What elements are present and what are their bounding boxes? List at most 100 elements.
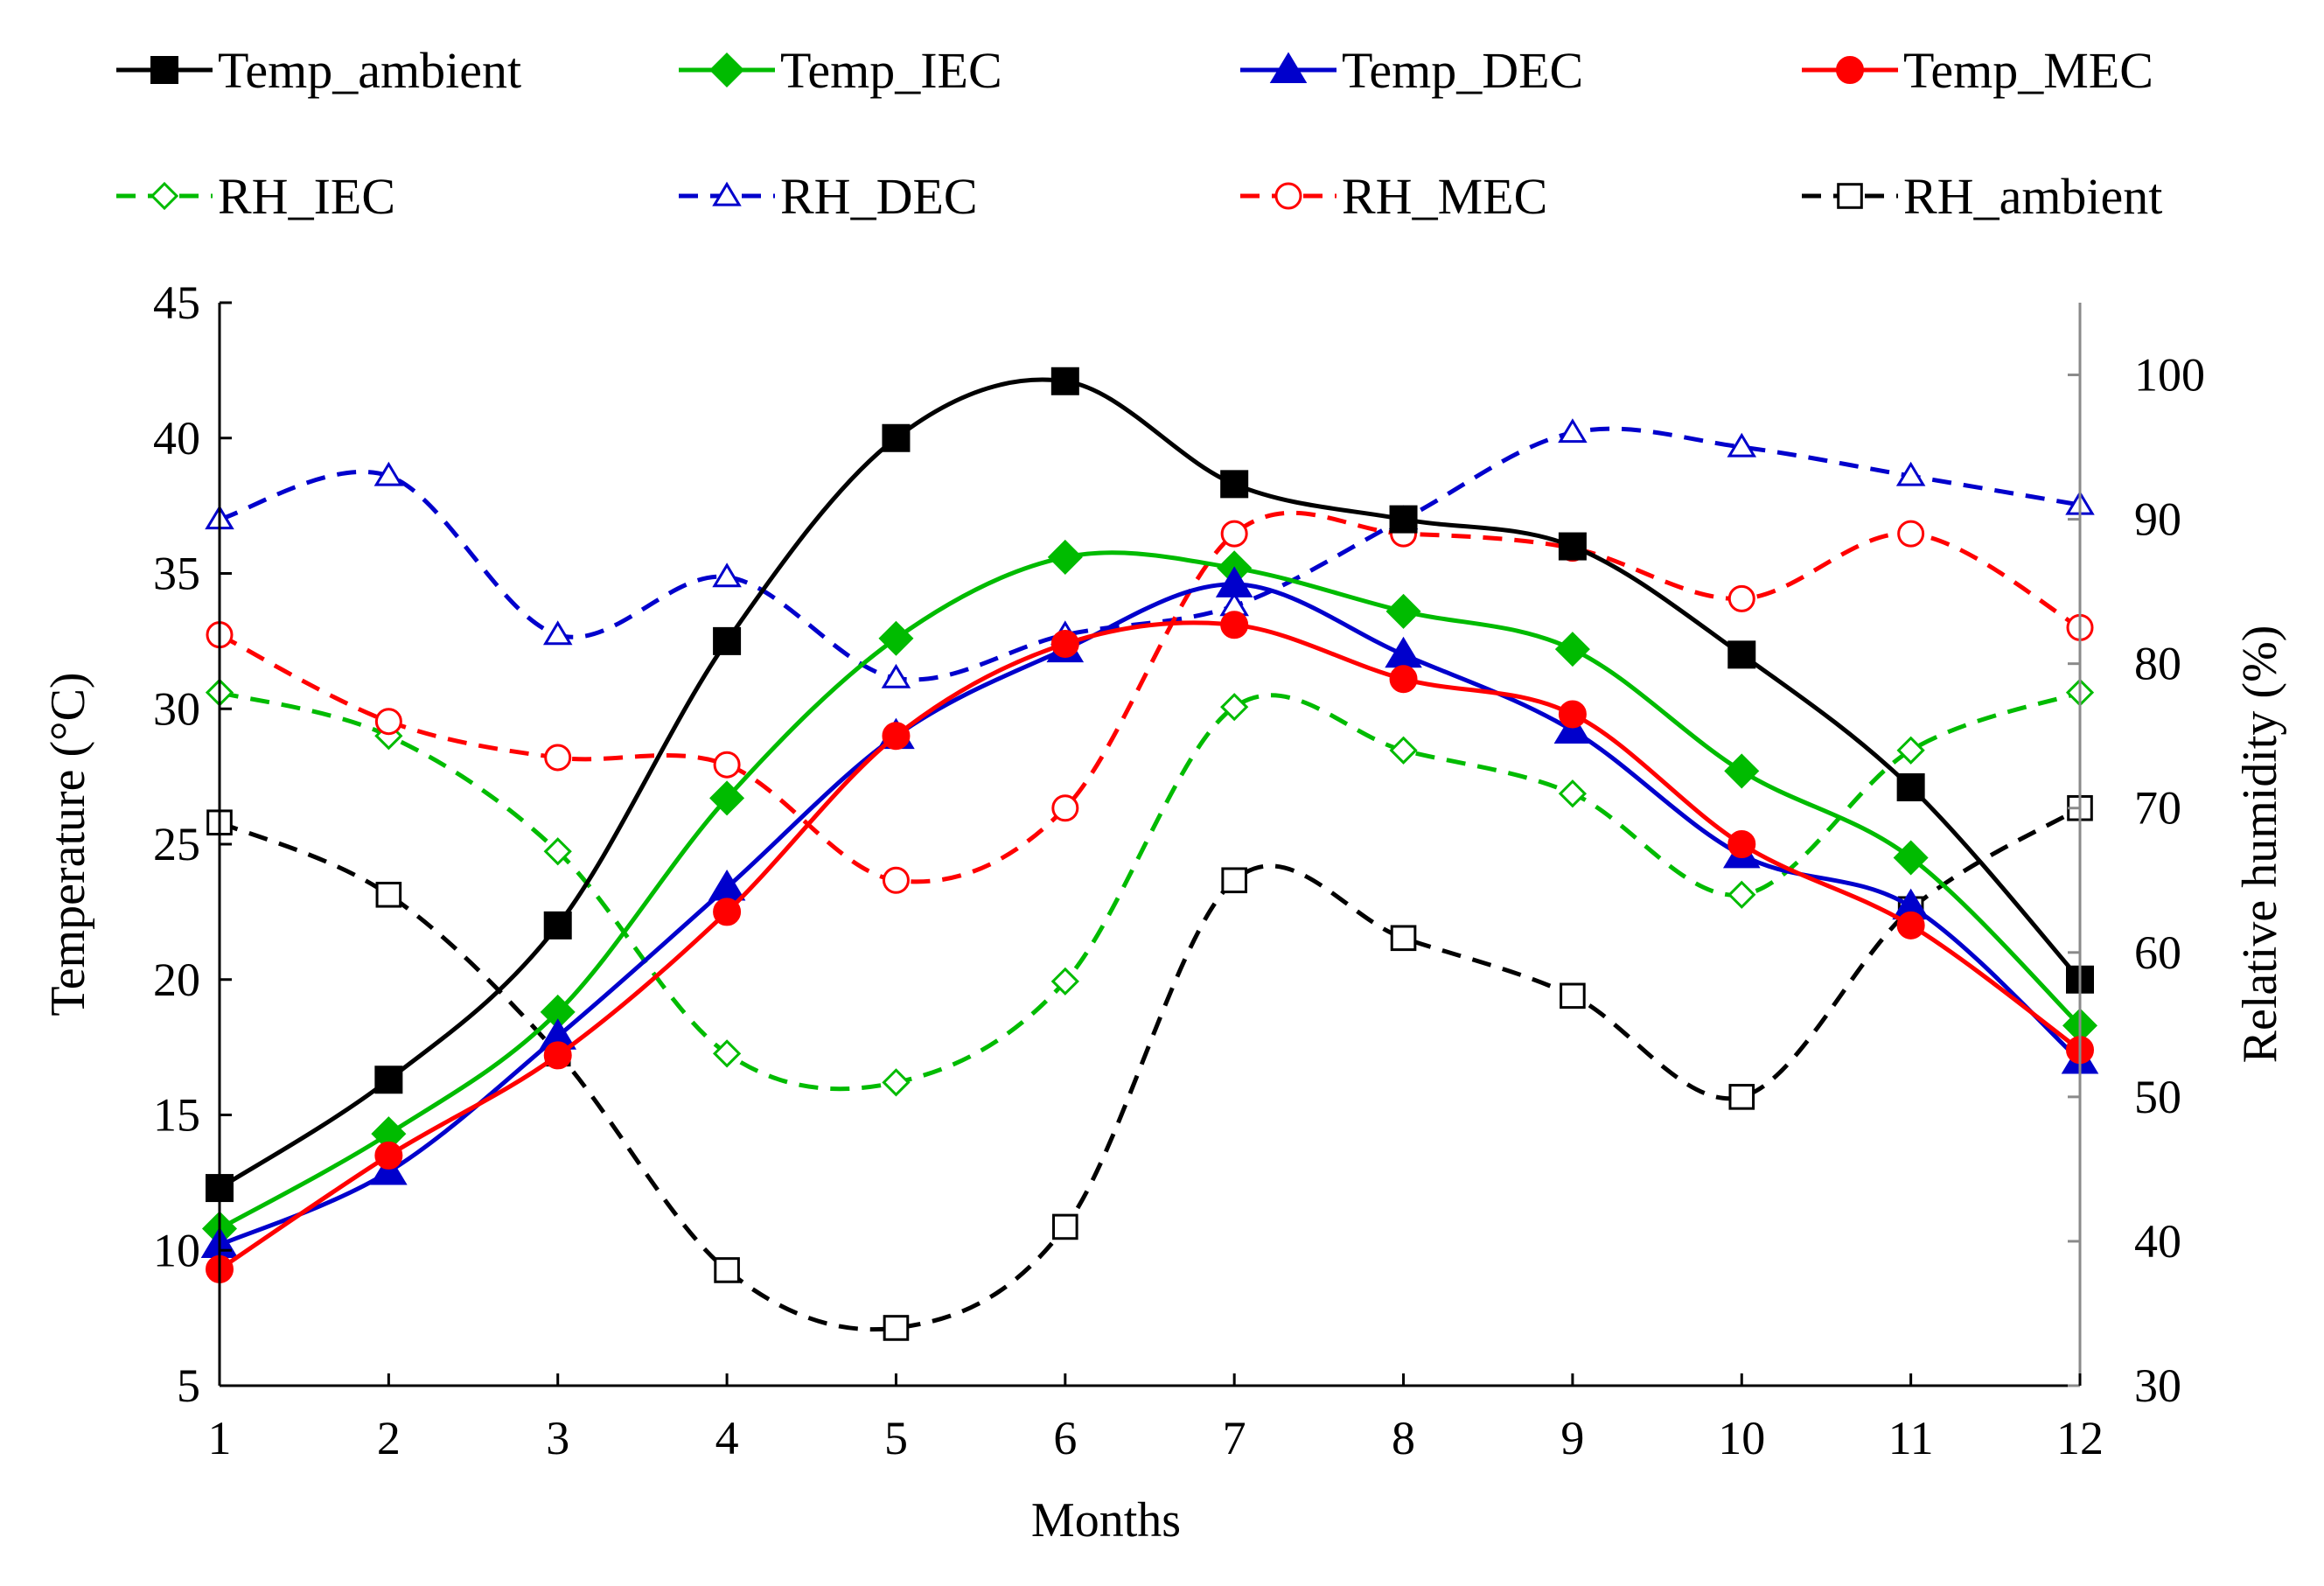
- data-point: [543, 911, 572, 940]
- data-point: [883, 1315, 910, 1341]
- y-tick-label: 30: [153, 682, 200, 735]
- legend-marker: [1837, 183, 1863, 209]
- data-point: [712, 1039, 742, 1068]
- data-point: [374, 1141, 403, 1170]
- x-tick-label: 4: [715, 1412, 739, 1464]
- legend-item-rh-ambient: RH_ambient: [1802, 168, 2162, 225]
- legend-marker: [150, 181, 179, 211]
- legend-item-temp-ambient: Temp_ambient: [116, 42, 521, 99]
- data-point: [713, 626, 742, 655]
- legend-label: Temp_MEC: [1903, 42, 2153, 99]
- data-point: [1047, 539, 1083, 575]
- data-point: [543, 837, 572, 866]
- data-point: [1052, 1213, 1078, 1240]
- x-tick-label: 7: [1223, 1412, 1246, 1464]
- y2-tick-label: 70: [2134, 782, 2181, 835]
- y2-tick-label: 30: [2134, 1359, 2181, 1412]
- x-tick-label: 9: [1560, 1412, 1584, 1464]
- data-point: [881, 663, 911, 688]
- legend-label: RH_ambient: [1903, 168, 2162, 225]
- y2-tick-label: 100: [2134, 349, 2205, 402]
- data-point: [1560, 982, 1586, 1010]
- y2-tick-label: 90: [2134, 493, 2181, 546]
- data-point: [1050, 967, 1079, 996]
- legend-label: RH_DEC: [780, 168, 978, 225]
- legend: Temp_ambient Temp_IEC Temp_DEC Temp_MEC RH_I…: [116, 42, 2162, 225]
- data-point: [1896, 773, 1925, 802]
- data-point: [1897, 520, 1925, 548]
- x-axis-title: Months: [1031, 1493, 1181, 1548]
- y-tick-label: 45: [153, 276, 200, 329]
- data-point: [1390, 925, 1417, 952]
- legend-marker: [1836, 56, 1864, 84]
- series-line: [219, 806, 2082, 1332]
- legend-marker: [1274, 182, 1302, 210]
- data-point: [1896, 736, 1925, 765]
- legend-item-temp-mec: Temp_MEC: [1802, 42, 2153, 99]
- series-line: [218, 620, 2082, 1271]
- data-point: [1727, 830, 1756, 858]
- series-temp-ambient: [206, 367, 2094, 1203]
- data-point: [1727, 584, 1755, 612]
- data-point: [1558, 418, 1588, 444]
- data-point: [882, 423, 911, 452]
- y2-axis-title: Relative humidity (%): [2233, 625, 2287, 1064]
- legend-label: Temp_DEC: [1342, 42, 1583, 99]
- y2-tick-label: 80: [2134, 638, 2181, 690]
- legend-item-temp-dec: Temp_DEC: [1240, 42, 1583, 99]
- data-point: [1220, 470, 1249, 499]
- y-tick-label: 35: [153, 548, 200, 600]
- data-point: [882, 866, 910, 894]
- data-point: [542, 620, 573, 646]
- data-point: [1724, 753, 1760, 789]
- data-point: [370, 1153, 408, 1185]
- x-tick-label: 10: [1718, 1412, 1765, 1464]
- data-point: [1727, 640, 1756, 669]
- x-tick-label: 6: [1053, 1412, 1077, 1464]
- legend-item-rh-dec: RH_DEC: [679, 168, 978, 225]
- y-axis-title: Temperature (°C): [41, 672, 95, 1016]
- y-tick-label: 40: [153, 412, 200, 465]
- data-point: [1896, 911, 1925, 940]
- data-point: [1728, 1084, 1755, 1110]
- data-point: [1050, 629, 1079, 658]
- data-point: [1215, 566, 1253, 597]
- data-point: [882, 1068, 911, 1097]
- data-point: [878, 620, 914, 656]
- y2-tick-label: 40: [2134, 1215, 2181, 1268]
- x-tick-label: 12: [2056, 1412, 2104, 1464]
- data-point: [882, 722, 911, 751]
- legend-label: Temp_ambient: [218, 42, 521, 99]
- data-point: [1051, 794, 1079, 822]
- data-point: [1558, 532, 1587, 561]
- series-line: [219, 690, 2081, 1092]
- data-point: [1554, 632, 1590, 667]
- series-temp-dec: [200, 566, 2099, 1259]
- x-tick-label: 11: [1888, 1412, 1934, 1464]
- legend-marker: [150, 56, 178, 84]
- data-point: [1385, 636, 1422, 668]
- series-line: [219, 582, 2082, 1247]
- x-tick-label: 8: [1392, 1412, 1415, 1464]
- x-tick-label: 3: [546, 1412, 569, 1464]
- data-point: [1389, 665, 1418, 694]
- data-point: [714, 1257, 740, 1283]
- y-tick-label: 20: [153, 954, 200, 1006]
- series-line: [218, 550, 2082, 1231]
- x-tick-label: 5: [884, 1412, 908, 1464]
- legend-marker: [708, 52, 745, 88]
- data-point: [1893, 840, 1929, 876]
- y-tick-label: 10: [153, 1224, 200, 1276]
- data-point: [709, 780, 745, 816]
- series-temp-mec: [206, 611, 2094, 1283]
- data-point: [1050, 367, 1079, 395]
- data-point: [1389, 736, 1418, 765]
- series-line: [218, 377, 2082, 1191]
- data-point: [544, 744, 572, 772]
- series-rh-iec: [205, 678, 2095, 1097]
- legend-item-temp-iec: Temp_IEC: [679, 42, 1002, 99]
- data-point: [1220, 693, 1249, 722]
- legend-item-rh-mec: RH_MEC: [1240, 168, 1547, 225]
